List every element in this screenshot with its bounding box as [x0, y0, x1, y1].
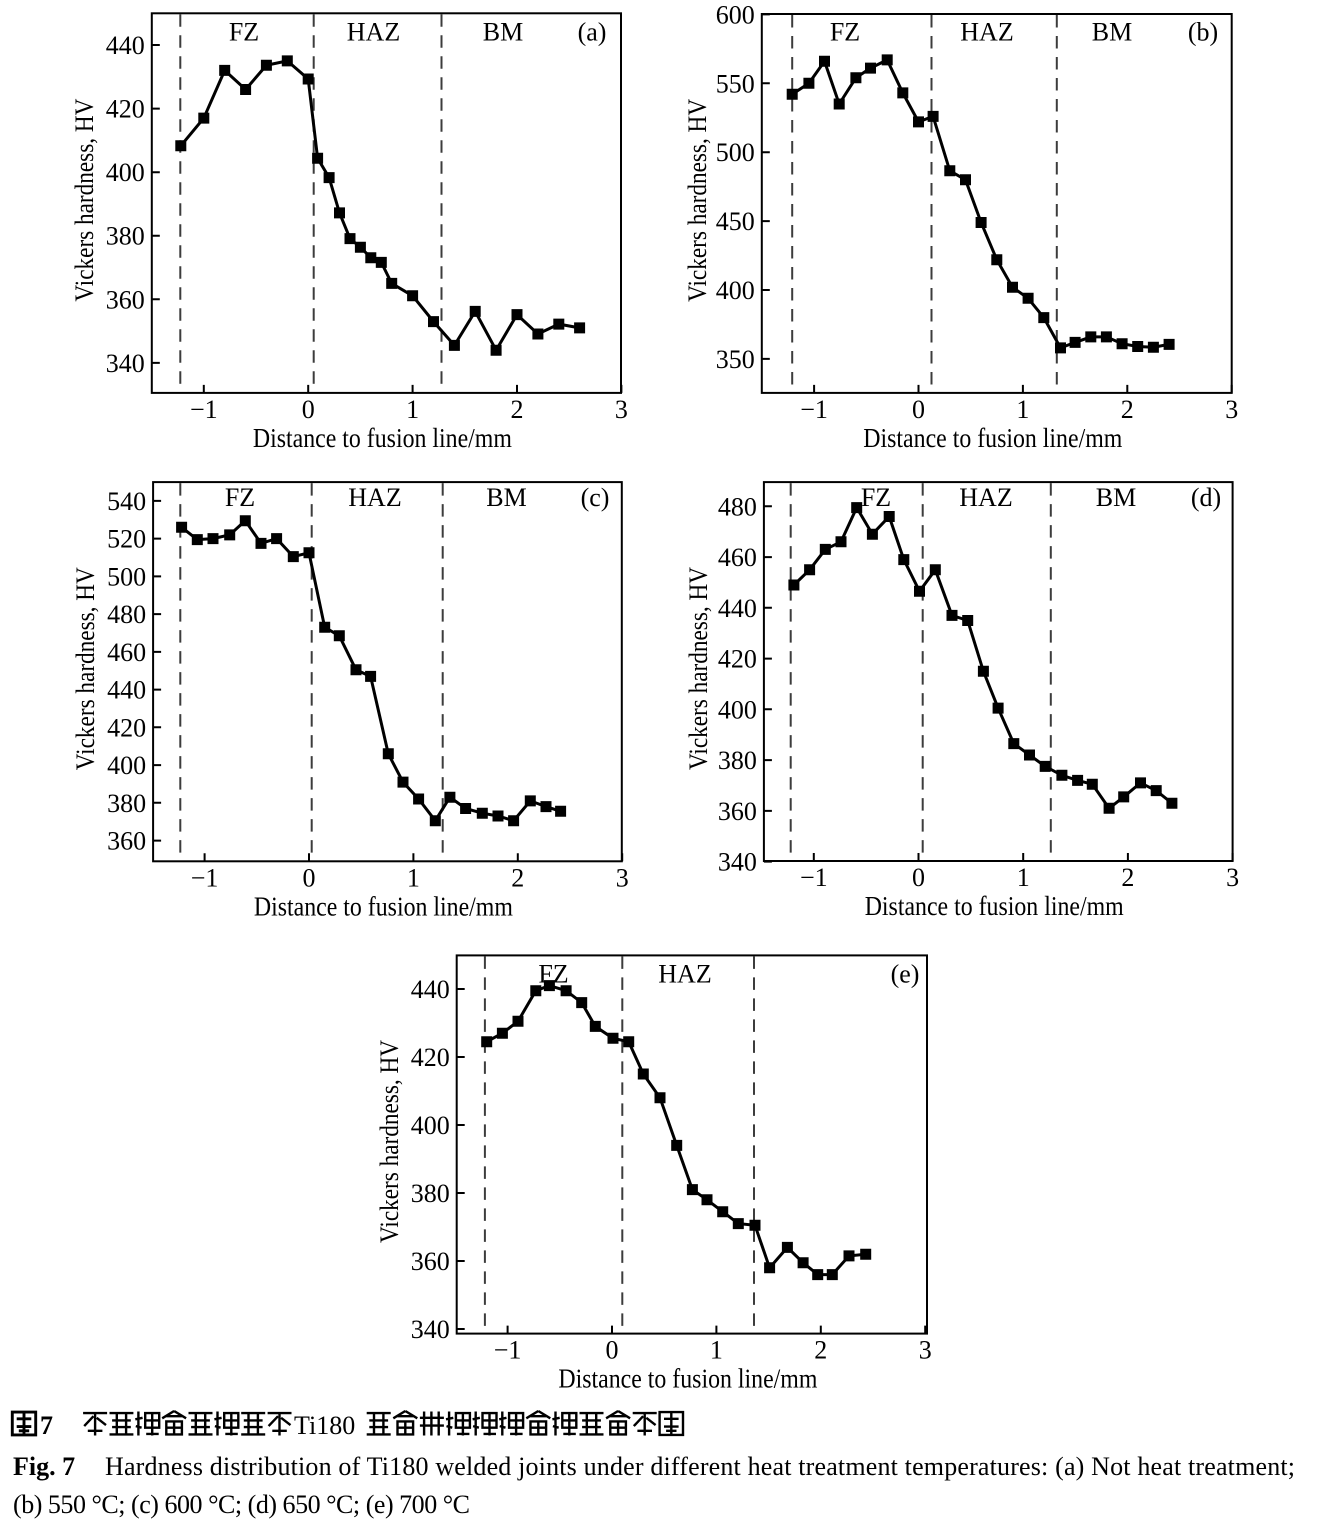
- svg-text:360: 360: [718, 797, 757, 826]
- svg-text:BM: BM: [1096, 483, 1136, 512]
- svg-text:1: 1: [406, 395, 419, 424]
- svg-text:440: 440: [411, 975, 450, 1004]
- svg-text:450: 450: [716, 207, 755, 236]
- svg-text:−1: −1: [494, 1336, 522, 1365]
- svg-text:BM: BM: [486, 483, 526, 512]
- svg-text:360: 360: [106, 285, 145, 314]
- svg-text:(b) 550 °C; (c) 600 °C; (d) 65: (b) 550 °C; (c) 600 °C; (d) 650 °C; (e) …: [13, 1490, 470, 1519]
- svg-text:Distance to fusion line/mm: Distance to fusion line/mm: [558, 1364, 817, 1394]
- svg-text:3: 3: [616, 863, 629, 892]
- svg-text:350: 350: [716, 345, 755, 374]
- svg-text:−1: −1: [190, 395, 218, 424]
- svg-text:480: 480: [107, 600, 146, 629]
- svg-text:420: 420: [107, 713, 146, 742]
- svg-text:HAZ: HAZ: [658, 960, 711, 989]
- svg-text:HAZ: HAZ: [959, 483, 1012, 512]
- svg-text:460: 460: [718, 543, 757, 572]
- svg-text:FZ: FZ: [225, 483, 255, 512]
- svg-text:−1: −1: [800, 395, 828, 424]
- svg-text:600: 600: [716, 0, 755, 29]
- svg-text:Vickers hardness, HV: Vickers hardness, HV: [70, 98, 99, 301]
- svg-text:3: 3: [919, 1336, 932, 1365]
- svg-text:3: 3: [615, 395, 628, 424]
- svg-text:340: 340: [718, 848, 757, 877]
- svg-text:440: 440: [718, 594, 757, 623]
- svg-text:−1: −1: [800, 863, 828, 892]
- svg-text:HAZ: HAZ: [347, 18, 400, 47]
- svg-text:500: 500: [716, 138, 755, 167]
- svg-text:360: 360: [411, 1247, 450, 1276]
- svg-text:Ti180: Ti180: [294, 1411, 355, 1440]
- svg-text:2: 2: [511, 863, 524, 892]
- svg-text:(d): (d): [1191, 483, 1221, 512]
- svg-text:380: 380: [718, 746, 757, 775]
- svg-text:Distance to fusion line/mm: Distance to fusion line/mm: [253, 423, 512, 453]
- svg-text:HAZ: HAZ: [348, 483, 401, 512]
- svg-text:400: 400: [106, 158, 145, 187]
- svg-text:Vickers hardness, HV: Vickers hardness, HV: [684, 567, 713, 770]
- svg-text:540: 540: [107, 487, 146, 516]
- svg-text:400: 400: [411, 1111, 450, 1140]
- svg-text:Vickers hardness, HV: Vickers hardness, HV: [71, 567, 100, 770]
- svg-text:(c): (c): [581, 483, 610, 512]
- svg-text:520: 520: [107, 525, 146, 554]
- svg-text:FZ: FZ: [830, 18, 860, 47]
- svg-text:440: 440: [106, 31, 145, 60]
- svg-text:380: 380: [106, 222, 145, 251]
- svg-text:7: 7: [40, 1411, 53, 1440]
- svg-text:0: 0: [606, 1336, 619, 1365]
- svg-text:Vickers hardness, HV: Vickers hardness, HV: [683, 99, 712, 302]
- svg-text:480: 480: [718, 492, 757, 521]
- svg-text:Vickers hardness, HV: Vickers hardness, HV: [375, 1040, 404, 1243]
- svg-text:(a): (a): [578, 18, 607, 47]
- svg-text:−1: −1: [191, 863, 219, 892]
- svg-text:1: 1: [407, 863, 420, 892]
- svg-text:2: 2: [1121, 863, 1134, 892]
- svg-text:420: 420: [106, 95, 145, 124]
- svg-text:0: 0: [912, 863, 925, 892]
- svg-text:Distance to fusion line/mm: Distance to fusion line/mm: [863, 423, 1122, 453]
- svg-text:2: 2: [1121, 395, 1134, 424]
- svg-text:460: 460: [107, 638, 146, 667]
- svg-text:3: 3: [1226, 863, 1239, 892]
- svg-text:420: 420: [718, 645, 757, 674]
- svg-text:BM: BM: [1092, 18, 1132, 47]
- svg-text:340: 340: [411, 1315, 450, 1344]
- svg-text:2: 2: [511, 395, 524, 424]
- svg-text:FZ: FZ: [229, 18, 259, 47]
- svg-text:0: 0: [302, 395, 315, 424]
- svg-text:1: 1: [1016, 395, 1029, 424]
- svg-text:0: 0: [303, 863, 316, 892]
- svg-text:1: 1: [710, 1336, 723, 1365]
- svg-text:1: 1: [1017, 863, 1030, 892]
- svg-text:340: 340: [106, 349, 145, 378]
- svg-text:HAZ: HAZ: [960, 18, 1013, 47]
- svg-text:400: 400: [718, 695, 757, 724]
- svg-text:2: 2: [814, 1336, 827, 1365]
- svg-text:550: 550: [716, 69, 755, 98]
- svg-text:(e): (e): [891, 960, 920, 989]
- svg-text:(b): (b): [1188, 18, 1218, 47]
- svg-text:360: 360: [107, 827, 146, 856]
- svg-text:400: 400: [107, 751, 146, 780]
- svg-text:0: 0: [912, 395, 925, 424]
- svg-text:420: 420: [411, 1043, 450, 1072]
- svg-text:500: 500: [107, 562, 146, 591]
- svg-text:Distance to fusion line/mm: Distance to fusion line/mm: [254, 891, 513, 921]
- svg-text:FZ: FZ: [861, 483, 891, 512]
- svg-text:400: 400: [716, 276, 755, 305]
- svg-text:380: 380: [411, 1179, 450, 1208]
- svg-text:440: 440: [107, 676, 146, 705]
- svg-text:BM: BM: [483, 18, 523, 47]
- svg-text:380: 380: [107, 789, 146, 818]
- svg-text:3: 3: [1225, 395, 1238, 424]
- svg-text:Distance to fusion line/mm: Distance to fusion line/mm: [865, 891, 1124, 921]
